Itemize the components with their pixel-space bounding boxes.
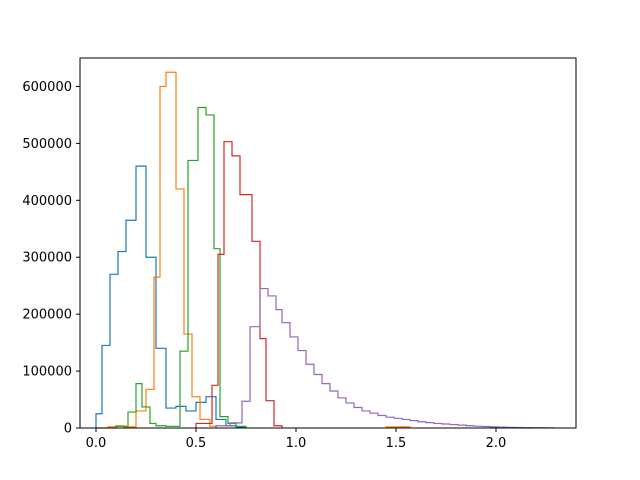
y-tick-label: 300000 bbox=[22, 251, 72, 266]
histogram-series-1 bbox=[95, 165, 247, 428]
x-tick-label: 0.0 bbox=[86, 436, 107, 451]
y-tick-label: 600000 bbox=[22, 80, 72, 95]
x-tick-label: 1.0 bbox=[286, 436, 307, 451]
histogram-series-3 bbox=[115, 106, 247, 428]
y-tick-label: 200000 bbox=[22, 308, 72, 323]
axes-frame bbox=[79, 57, 577, 429]
histogram-series-4 bbox=[195, 141, 283, 428]
y-tick-label: 500000 bbox=[22, 137, 72, 152]
x-tick-label: 2.0 bbox=[486, 436, 507, 451]
y-tick-label: 100000 bbox=[22, 365, 72, 380]
x-axis: 0.0 0.5 1.0 1.5 2.0 bbox=[86, 428, 507, 451]
x-tick-label: 0.5 bbox=[186, 436, 207, 451]
histogram-series-5 bbox=[215, 287, 555, 429]
x-tick-label: 1.5 bbox=[386, 436, 407, 451]
y-axis: 0 100000 200000 300000 400000 500000 600000 bbox=[22, 80, 80, 437]
y-tick-label: 400000 bbox=[22, 194, 72, 209]
plot-area bbox=[95, 71, 555, 429]
y-tick-label: 0 bbox=[64, 422, 72, 437]
